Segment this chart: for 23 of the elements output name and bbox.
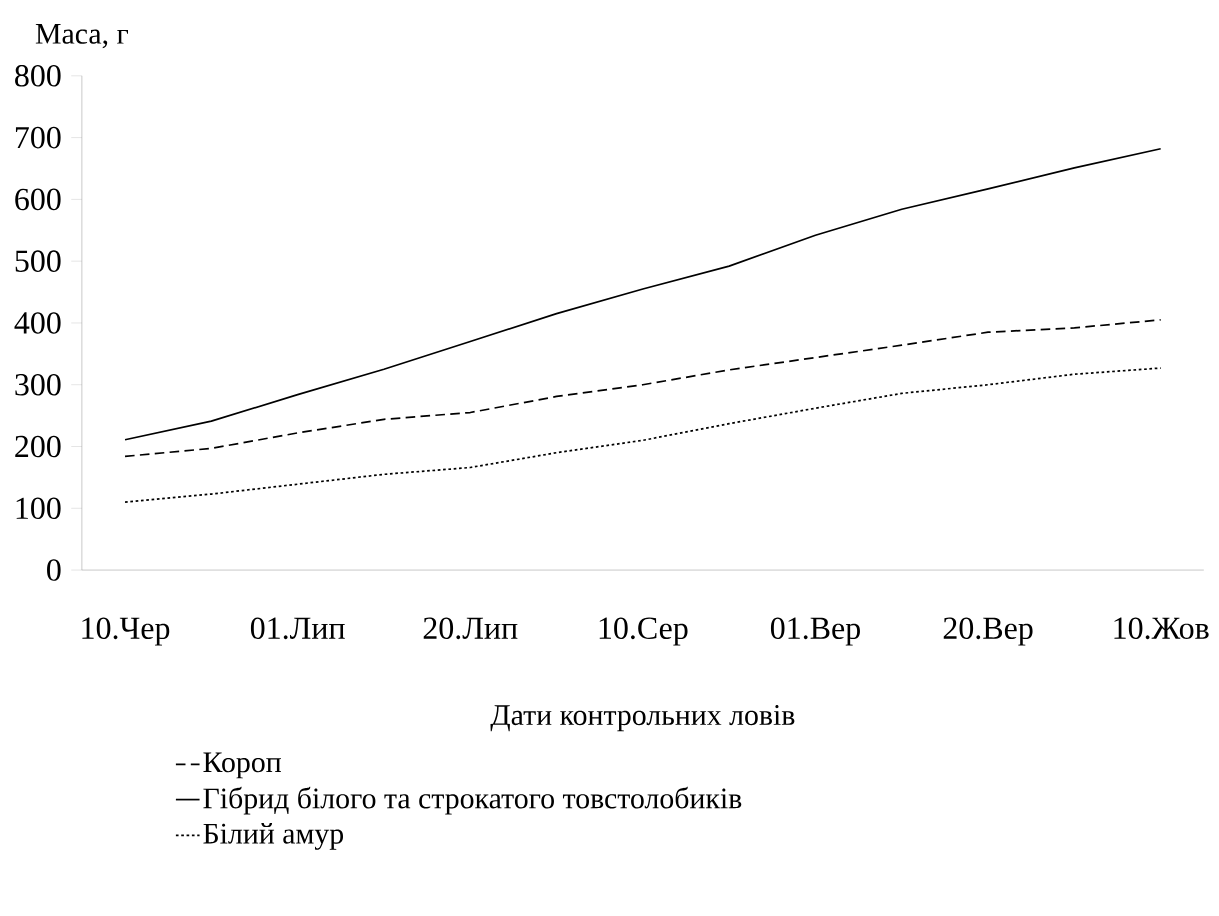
x-tick-label: 01.Лип bbox=[250, 617, 345, 640]
y-tick-label: 800 bbox=[15, 65, 61, 87]
line-series bbox=[124, 147, 1162, 441]
x-tick-label: 20.Вер bbox=[943, 617, 1033, 646]
y-tick-label: 500 bbox=[15, 250, 61, 273]
y-tick-label: 600 bbox=[15, 188, 61, 211]
y-tick-label: 100 bbox=[16, 497, 61, 520]
y-tick-label: 200 bbox=[15, 435, 61, 458]
y-tick-label: 400 bbox=[14, 312, 61, 334]
line-series bbox=[124, 367, 1162, 504]
y-axis-title: Маса, г bbox=[35, 24, 128, 49]
y-tick-label: 0 bbox=[47, 559, 61, 581]
x-axis-title: Дати контрольних ловів bbox=[490, 705, 795, 732]
x-tick-label: 20.Лип bbox=[423, 617, 518, 640]
y-tick-label: 300 bbox=[15, 374, 61, 396]
legend-label: Білий амур bbox=[203, 823, 344, 850]
x-tick-label: 10.Сер bbox=[599, 617, 688, 646]
legend-label: Гібрид білого та строкатого товстолобиків bbox=[203, 786, 742, 815]
x-tick-label: 10.Жов bbox=[1114, 617, 1209, 640]
x-tick-label: 01.Вер bbox=[770, 617, 860, 646]
y-tick-label: 700 bbox=[15, 126, 61, 149]
x-tick-label: 10.Чер bbox=[82, 617, 170, 646]
legend-label: Короп bbox=[203, 752, 281, 779]
